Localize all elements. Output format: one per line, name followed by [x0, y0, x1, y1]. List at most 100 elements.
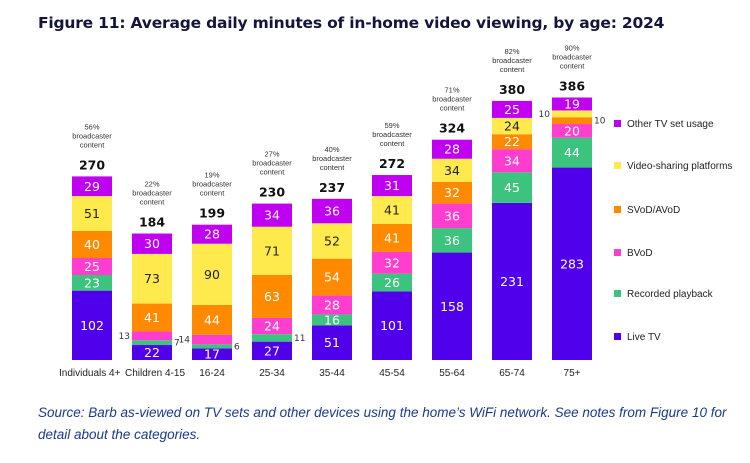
data-label: 44 [564, 145, 580, 160]
bar-segment [132, 331, 172, 341]
category-label: 65-74 [499, 368, 525, 379]
bar-segment [132, 253, 172, 304]
broadcaster-share-label: 22% [144, 180, 159, 189]
bar-segment [492, 202, 532, 360]
category-label: 55-64 [439, 368, 465, 379]
bar-segment [72, 176, 112, 197]
bar-segment [252, 226, 292, 275]
data-label: 19 [564, 96, 580, 111]
bar-segment [492, 149, 532, 173]
data-label: 34 [504, 153, 520, 168]
data-label: 6 [234, 342, 240, 352]
data-label: 40 [84, 237, 100, 252]
legend-swatch [614, 206, 621, 213]
bar-segment [192, 224, 232, 244]
data-label: 28 [324, 297, 340, 312]
bar-segment [432, 181, 472, 204]
category-label: 16-24 [199, 368, 225, 379]
bar-segment [432, 252, 472, 360]
bar-segment [372, 175, 412, 197]
data-label: 23 [84, 275, 100, 290]
bar-segment [312, 325, 352, 360]
broadcaster-share-label: 27% [264, 150, 279, 159]
bar-segment [372, 251, 412, 274]
data-label: 17 [204, 347, 220, 362]
bar-segment [492, 134, 532, 150]
legend-label: Video-sharing platforms [627, 161, 732, 172]
bar-segment [72, 258, 112, 275]
legend-swatch [614, 290, 621, 297]
broadcaster-share-label: broadcaster [192, 180, 232, 189]
bar-segment [552, 110, 592, 118]
data-label: 158 [440, 299, 464, 314]
bar-segment [432, 139, 472, 159]
total-label: 270 [79, 157, 105, 172]
broadcaster-share-label: broadcaster [492, 56, 532, 65]
data-label: 25 [84, 259, 100, 274]
broadcaster-share-label: content [380, 139, 406, 148]
total-label: 324 [439, 121, 465, 136]
data-label: 26 [384, 275, 400, 290]
broadcaster-share-label: content [320, 163, 346, 172]
data-label: 73 [144, 271, 160, 286]
bar-segment [72, 196, 112, 231]
broadcaster-share-label: 90% [564, 44, 579, 53]
data-label: 10 [539, 110, 551, 120]
chart-title: Figure 11: Average daily minutes of in-h… [38, 14, 665, 32]
broadcaster-share-label: 59% [384, 121, 399, 130]
broadcaster-share-label: broadcaster [432, 95, 472, 104]
broadcaster-share-label: content [260, 168, 286, 177]
bar-segment [312, 198, 352, 224]
bar-segment [72, 230, 112, 258]
broadcaster-share-label: broadcaster [132, 189, 172, 198]
data-label: 51 [324, 335, 340, 350]
bar-segment [72, 290, 112, 360]
broadcaster-share-label: content [140, 198, 166, 207]
broadcaster-share-label: 82% [504, 47, 519, 56]
bar-segment [252, 341, 292, 360]
data-label: 45 [504, 180, 520, 195]
bar-segment [432, 203, 472, 229]
data-label: 102 [80, 318, 104, 333]
broadcaster-share-label: broadcaster [252, 159, 292, 168]
legend-label: SVoD/AVoD [627, 205, 680, 216]
data-label: 11 [294, 334, 305, 344]
broadcaster-share-label: content [440, 104, 466, 113]
category-label: 25-34 [259, 368, 285, 379]
data-label: 71 [264, 243, 280, 258]
category-label: Individuals 4+ [59, 368, 121, 379]
broadcaster-share-label: 40% [324, 145, 339, 154]
data-label: 32 [384, 255, 400, 270]
data-label: 24 [264, 319, 280, 334]
data-label: 34 [444, 163, 460, 178]
broadcaster-share-label: broadcaster [552, 53, 592, 62]
bar-segment [312, 258, 352, 296]
data-label: 16 [324, 312, 340, 327]
data-label: 90 [204, 267, 220, 282]
bar-segment [312, 314, 352, 326]
bar-segment [372, 224, 412, 252]
total-label: 386 [559, 79, 585, 94]
bar-segment [192, 334, 232, 345]
data-label: 14 [179, 336, 191, 346]
total-label: 237 [319, 180, 345, 195]
legend-swatch [614, 162, 621, 169]
bar-segment [432, 228, 472, 253]
source-note: Source: Barb as-viewed on TV sets and ot… [38, 405, 727, 442]
bar-segment [372, 196, 412, 224]
data-label: 32 [444, 185, 460, 200]
data-label: 41 [384, 230, 400, 245]
legend-label: Live TV [627, 332, 661, 343]
bar-segment [72, 275, 112, 291]
bar-segment [252, 203, 292, 227]
bar-segment [552, 124, 592, 138]
data-label: 36 [444, 233, 460, 248]
bar-segment [492, 100, 532, 118]
data-label: 31 [384, 178, 400, 193]
data-label: 44 [204, 312, 220, 327]
stacked-bar-chart: 102232540512927056%broadcastercontentInd… [59, 44, 732, 379]
broadcaster-share-label: content [560, 62, 586, 71]
data-label: 28 [444, 142, 460, 157]
bar-segment [192, 304, 232, 335]
bar-segment [252, 275, 292, 318]
